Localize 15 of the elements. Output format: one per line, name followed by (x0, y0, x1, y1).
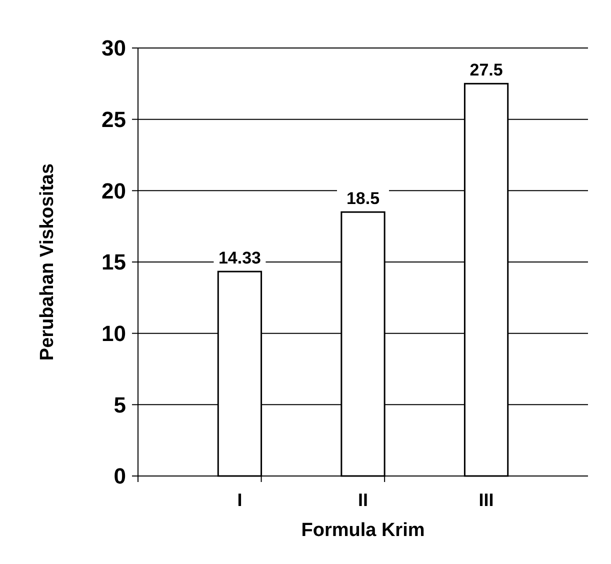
x-tick-label: I (237, 490, 242, 510)
y-tick-label: 5 (114, 392, 126, 418)
x-axis-title: Formula Krim (301, 520, 425, 541)
y-tick-label: 10 (102, 321, 126, 346)
y-tick-label: 25 (102, 107, 126, 132)
y-axis-title: Perubahan Viskositas (37, 163, 58, 361)
data-label: 14.33 (218, 248, 261, 268)
x-tick-label: III (478, 490, 494, 510)
data-label: 18.5 (346, 189, 380, 208)
y-tick-label: 20 (102, 178, 126, 204)
x-tick-label: II (358, 490, 368, 510)
y-tick-label: 0 (114, 464, 126, 489)
y-tick-label: 30 (102, 36, 126, 61)
data-label: 27.5 (470, 60, 503, 80)
y-tick-label: 15 (102, 250, 126, 275)
